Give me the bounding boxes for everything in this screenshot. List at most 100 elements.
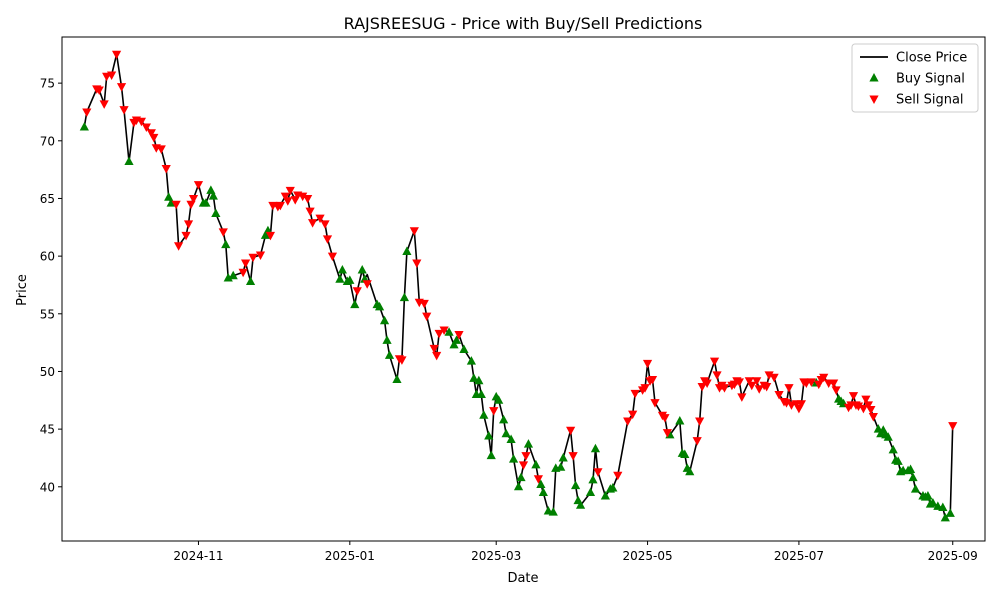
buy-signal-marker (223, 273, 233, 282)
buy-signal-marker (590, 443, 601, 453)
sell-signal-marker (719, 384, 730, 393)
buy-signal-marker (600, 491, 610, 500)
buy-signal-marker (335, 274, 345, 283)
sell-signal-marker (781, 399, 792, 408)
y-tick-label: 60 (40, 250, 55, 264)
buy-signal-marker (382, 335, 392, 344)
buy-signal-marker (201, 198, 211, 207)
buy-signal-marker (908, 472, 918, 482)
buy-signal-marker (221, 239, 231, 249)
sell-signal-marker (650, 399, 660, 408)
x-tick-label: 2025-09 (928, 549, 978, 563)
sell-signal-marker (265, 231, 276, 241)
buy-signal-marker (938, 502, 948, 512)
x-axis-label: Date (507, 571, 538, 586)
buy-signal-marker (357, 264, 367, 274)
sell-signal-marker (737, 393, 747, 402)
sell-signal-marker (248, 253, 258, 263)
sell-signal-marker (948, 422, 958, 431)
sell-signal-marker (518, 461, 529, 470)
y-tick-label: 45 (40, 423, 55, 437)
sell-signal-marker (146, 129, 156, 138)
sell-signal-marker (82, 108, 92, 117)
buy-signal-marker (608, 482, 618, 492)
sell-signal-marker (174, 242, 184, 251)
sell-signal-marker (762, 382, 772, 392)
buy-signal-marker (883, 432, 893, 441)
buy-signal-marker (945, 508, 955, 517)
buy-signal-marker (392, 374, 402, 384)
buy-signal-marker (893, 456, 903, 465)
legend-label: Close Price (896, 51, 967, 66)
sell-signal-marker (111, 50, 122, 60)
buy-signal-marker (449, 339, 459, 349)
sell-signal-marker (283, 197, 293, 206)
buy-signal-marker (451, 335, 462, 344)
sell-signal-marker (181, 231, 191, 241)
buy-signal-marker (444, 327, 454, 336)
buy-signal-marker (124, 156, 134, 166)
sell-signal-marker (429, 344, 439, 354)
buy-signal-marker (476, 389, 486, 399)
sell-signal-marker (744, 377, 754, 386)
sell-signal-marker (858, 404, 869, 414)
legend: Close Price Buy Signal Sell Signal (851, 43, 979, 113)
buy-signal-marker (384, 350, 395, 359)
sell-signal-marker (218, 228, 228, 237)
buy-signal-marker (79, 121, 89, 131)
buy-signal-marker (516, 472, 526, 482)
buy-signal-marker (399, 292, 410, 302)
sell-signal-marker (861, 395, 871, 405)
sell-signal-marker (692, 437, 702, 446)
sell-signal-marker (307, 219, 318, 228)
buy-signal-marker (350, 299, 360, 309)
sell-signal-marker (136, 117, 146, 127)
sell-signal-marker (116, 83, 127, 92)
sell-signal-marker (662, 429, 673, 438)
buy-signal-marker (374, 301, 385, 311)
sell-signal-marker (454, 331, 464, 340)
y-tick-label: 55 (40, 307, 55, 321)
sell-signal-marker (764, 371, 774, 380)
sell-signal-marker (119, 106, 129, 115)
sell-signal-marker (853, 402, 864, 412)
buy-signal-marker (558, 452, 568, 462)
sell-signal-marker (702, 379, 712, 388)
buy-signal-marker (245, 276, 256, 286)
y-tick-label: 70 (40, 134, 55, 148)
x-tick-label: 2025-07 (774, 549, 824, 563)
sell-signal-marker (709, 357, 720, 367)
sell-signal-marker (628, 410, 638, 420)
sell-signal-marker (784, 384, 794, 393)
y-axis-label: Price (15, 274, 30, 306)
buy-signal-marker (536, 479, 546, 488)
legend-buy-swatch (869, 73, 879, 82)
legend-label: Buy Signal (896, 72, 965, 87)
sell-signal-marker (94, 86, 104, 96)
buy-signal-marker (499, 414, 509, 424)
buy-signal-marker (588, 474, 598, 484)
sell-signal-marker (863, 401, 873, 410)
buy-signal-marker (208, 191, 218, 200)
sell-signal-marker (796, 400, 806, 409)
sell-signal-marker (397, 356, 407, 365)
x-tick-label: 2025-05 (622, 549, 672, 563)
sell-signal-marker (623, 417, 633, 427)
buy-signal-marker (345, 275, 355, 284)
sell-signal-marker (613, 471, 623, 481)
sell-signal-marker (141, 123, 151, 132)
sell-signal-marker (630, 389, 640, 399)
sell-signal-marker (241, 259, 251, 269)
sell-signal-marker (754, 385, 764, 394)
buy-signal-marker (905, 464, 916, 473)
sell-signal-marker (819, 373, 829, 383)
sell-signal-marker (280, 192, 290, 202)
buy-signal-marker (940, 512, 950, 522)
sell-signal-marker (831, 386, 841, 395)
close-price-line (83, 53, 954, 519)
buy-signal-marker (494, 395, 504, 404)
buy-signal-marker (379, 315, 390, 325)
buy-signal-marker (508, 454, 519, 463)
buy-signal-marker (531, 459, 541, 469)
sell-signal-marker (422, 312, 432, 322)
